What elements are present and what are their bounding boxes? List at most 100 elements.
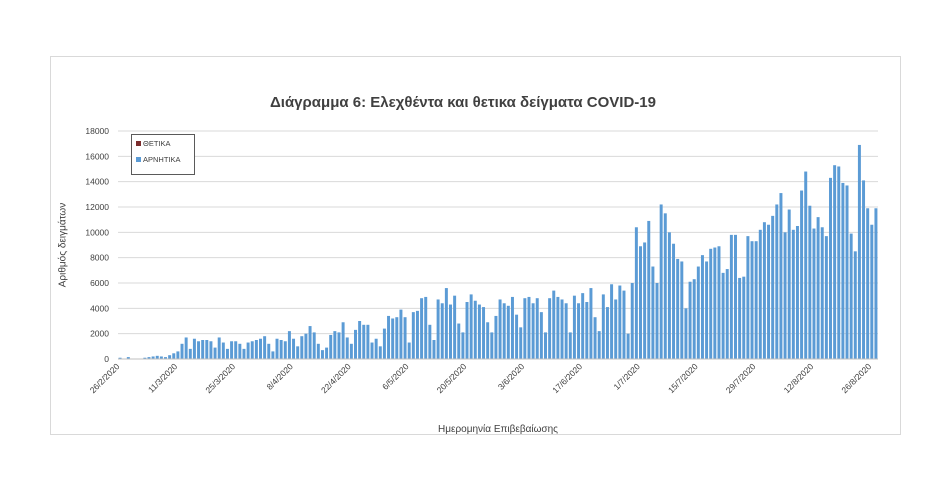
bar-negative (651, 266, 655, 359)
x-tick-label: 15/7/2020 (666, 361, 700, 395)
bar-negative (333, 331, 337, 359)
bar-negative (667, 232, 671, 359)
bar-negative (155, 355, 159, 359)
y-tick-label: 8000 (90, 253, 109, 263)
bar-negative (180, 343, 184, 359)
bar-negative (300, 336, 304, 359)
bar-negative (362, 324, 366, 359)
bar-negative (358, 321, 362, 359)
legend-label-positive: ΘΕΤΙΚΑ (143, 139, 171, 148)
bar-negative (849, 233, 853, 359)
bar-negative (589, 288, 593, 359)
bar-negative (209, 341, 213, 359)
bar-negative (597, 331, 601, 359)
legend-label-negative: ΑΡΝΗΤΙΚΑ (143, 155, 181, 164)
bar-negative (750, 241, 754, 359)
bar-negative (717, 246, 721, 359)
bar-negative (147, 357, 151, 359)
bar-negative (238, 343, 242, 359)
bar-negative (197, 341, 201, 359)
bar-negative (473, 300, 477, 359)
bar-negative (758, 229, 762, 359)
bar-negative (874, 208, 878, 359)
bar-negative (787, 209, 791, 359)
bar-negative (159, 356, 163, 359)
y-tick-label: 10000 (85, 227, 109, 237)
bar-negative (709, 248, 713, 359)
bar-negative (188, 348, 192, 359)
bar-negative (494, 315, 498, 359)
bar-negative (663, 213, 667, 359)
bar-negative (308, 326, 312, 359)
bar-negative (287, 331, 291, 359)
bar-negative (816, 217, 820, 359)
x-tick-label: 26/2/2020 (88, 361, 122, 395)
bar-negative (820, 227, 824, 359)
bar-negative (833, 165, 837, 359)
x-tick-label: 3/6/2020 (496, 361, 527, 392)
bar-negative (659, 204, 663, 359)
bar-negative (515, 314, 519, 359)
bar-negative (378, 346, 382, 359)
legend-swatch-positive (136, 141, 141, 146)
bar-negative (614, 299, 618, 359)
bar-negative (403, 317, 407, 359)
bar-negative (345, 337, 349, 359)
x-axis-title: Ημερομηνία Επιβεβαίωσης (438, 424, 558, 435)
bar-negative (738, 277, 742, 359)
bar-negative (449, 304, 452, 359)
bar-negative (581, 293, 585, 359)
bar-negative (535, 298, 539, 359)
bar-negative (267, 343, 271, 359)
bar-negative (391, 318, 395, 359)
bar-negative (795, 226, 799, 359)
bar-negative (382, 328, 386, 359)
bar-negative (263, 336, 267, 359)
bar-negative (279, 340, 283, 359)
bar-negative (246, 342, 250, 359)
bar-negative (783, 232, 787, 359)
bar-negative (217, 337, 221, 359)
bar-negative (734, 234, 737, 359)
x-tick-label: 22/4/2020 (319, 361, 353, 395)
bar-negative (482, 307, 486, 359)
bar-negative (192, 338, 196, 359)
x-tick-label: 6/5/2020 (380, 361, 411, 392)
bar-negative (837, 166, 841, 359)
bar-negative (126, 357, 130, 359)
bar-negative (230, 341, 234, 359)
bar-negative (630, 283, 634, 359)
bar-negative (568, 332, 572, 359)
bar-negative (242, 348, 246, 359)
bar-negative (213, 347, 217, 359)
bar-negative (411, 312, 415, 359)
bar-negative (436, 299, 440, 359)
bar-negative (205, 340, 209, 359)
y-tick-label: 14000 (85, 177, 109, 187)
bar-negative (548, 298, 552, 359)
bar-negative (143, 357, 147, 359)
bar-negative (118, 357, 122, 359)
bar-negative (812, 228, 816, 359)
bar-negative (519, 327, 523, 359)
bar-negative (725, 269, 729, 359)
bar-negative (151, 356, 155, 359)
bar-negative (585, 302, 589, 359)
bar-negative (622, 290, 626, 359)
bar-negative (862, 180, 866, 359)
bar-negative (432, 340, 436, 359)
bar-negative (680, 261, 684, 359)
y-tick-label: 4000 (90, 303, 109, 313)
legend-item-positive: ΘΕΤΙΚΑ (136, 138, 194, 149)
bar-negative (857, 144, 861, 359)
bar-negative (762, 222, 766, 359)
bar-negative (502, 303, 506, 359)
bar-negative (420, 298, 424, 359)
bar-negative (498, 299, 502, 359)
bar-negative (440, 303, 444, 359)
bar-negative (721, 272, 725, 359)
bar-negative (168, 355, 172, 359)
bar-negative (700, 255, 704, 359)
bar-negative (172, 353, 176, 359)
